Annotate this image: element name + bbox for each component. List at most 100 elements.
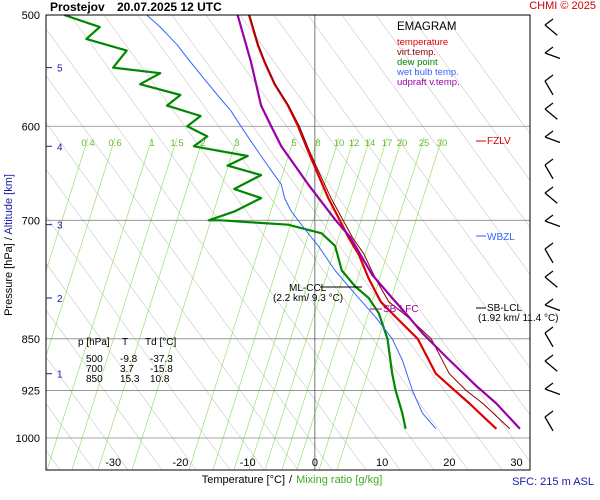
temp-tick-label: 30 xyxy=(510,457,522,469)
annotation-fzlv: FZLV xyxy=(487,136,511,147)
station-title: Prostejov xyxy=(50,0,105,14)
wind-barb-staff xyxy=(544,24,558,36)
mixing-ratio-line xyxy=(248,137,355,470)
wind-barb-staff xyxy=(544,52,561,60)
annotation-wbzl: WBZL xyxy=(487,232,515,243)
altitude-tick-label: 2 xyxy=(57,294,63,305)
wind-barb xyxy=(544,158,554,180)
dry-adiabat xyxy=(69,15,401,470)
legend-item-virt_temp: virt.temp. xyxy=(397,47,436,58)
dry-adiabat xyxy=(46,309,163,470)
series-temperature xyxy=(247,15,498,430)
temp-tick-label: -10 xyxy=(240,457,256,469)
dry-adiabat xyxy=(307,15,530,322)
dry-adiabat xyxy=(205,15,530,463)
wind-barb xyxy=(544,102,558,120)
chart-title: EMAGRAM xyxy=(397,21,456,33)
mixing-ratio-label: 17 xyxy=(382,138,393,149)
mixing-ratio-label: 8 xyxy=(315,138,320,149)
wind-barb xyxy=(544,74,554,96)
wind-barb-flag xyxy=(544,326,554,334)
wind-barb xyxy=(544,270,558,288)
wind-barb-staff xyxy=(544,332,554,348)
wind-barb-flag xyxy=(544,186,554,194)
pressure-tick-label: 1000 xyxy=(16,433,40,445)
altitude-tick-label: 1 xyxy=(57,370,63,381)
mixing-ratio-line xyxy=(281,137,388,470)
pressure-tick-label: 500 xyxy=(22,10,40,22)
wind-barb-staff xyxy=(544,360,558,372)
mixing-ratio-label: 12 xyxy=(349,138,360,149)
mixing-ratio-label: 1.5 xyxy=(170,138,183,149)
table-cell: 850 xyxy=(86,374,103,385)
table-header: p [hPa] xyxy=(78,337,110,348)
dry-adiabat xyxy=(46,356,129,470)
wind-barb-flag xyxy=(544,270,554,278)
wind-barb-staff xyxy=(544,136,561,144)
x-label-mix: Mixing ratio [g/kg] xyxy=(296,474,382,486)
mixing-ratio-line xyxy=(233,137,340,470)
table-header: T xyxy=(122,337,128,348)
annotation-ml-ccl: ML-CCL xyxy=(289,283,327,294)
dry-adiabat xyxy=(46,215,231,470)
wind-barb-staff xyxy=(544,80,554,96)
wind-barb xyxy=(544,298,561,312)
wind-barb-staff xyxy=(544,276,558,288)
wind-barb-flag xyxy=(544,102,554,110)
mixing-ratio-line xyxy=(46,137,153,470)
wind-barb xyxy=(544,242,554,264)
table-cell: 500 xyxy=(86,354,103,365)
dry-adiabat xyxy=(46,28,367,470)
pressure-tick-label: 925 xyxy=(22,385,40,397)
annotation-sb-lcl: SB-LCL xyxy=(487,303,522,314)
series-virt_temp xyxy=(249,15,511,430)
dry-adiabat xyxy=(46,75,333,470)
series-dew_point xyxy=(63,15,407,430)
wind-barb-staff xyxy=(544,220,561,228)
wind-barb-flag xyxy=(544,74,554,82)
mixing-ratio-label: 0.4 xyxy=(81,138,94,149)
wind-barb-flag xyxy=(544,130,554,138)
annotation-sb-lfc: SB-LFC xyxy=(383,304,419,315)
annotation--2-2-km-9-3-c-: (2.2 km/ 9.3 °C) xyxy=(273,293,343,304)
x-axis-label: Temperature [°C] / Mixing ratio [g/kg] xyxy=(202,474,383,486)
mixing-ratio-line xyxy=(71,137,178,470)
wind-barb-flag xyxy=(544,354,554,362)
mixing-ratio-label: 20 xyxy=(397,138,408,149)
wind-barb-flag xyxy=(544,18,554,26)
temp-tick-label: 0 xyxy=(312,457,318,469)
pressure-tick-label: 700 xyxy=(22,215,40,227)
plot-frame xyxy=(45,14,531,471)
wind-barb xyxy=(544,326,554,348)
credit-text: CHMI © 2025 xyxy=(529,0,596,12)
dry-adiabat xyxy=(443,15,530,135)
table-cell: 700 xyxy=(86,364,103,375)
wind-barb-staff xyxy=(544,108,558,120)
altitude-tick-label: 4 xyxy=(57,142,63,153)
table-cell: 3.7 xyxy=(120,364,134,375)
mixing-ratio-line xyxy=(97,137,204,470)
wind-barb-flag xyxy=(544,158,554,166)
wind-barb-flag xyxy=(544,242,554,250)
pressure-tick-label: 600 xyxy=(22,121,40,133)
series-updraft xyxy=(236,15,521,430)
wind-barb xyxy=(544,410,554,432)
legend-item-wet_bulb: wet bulb temp. xyxy=(396,67,459,78)
mixing-ratio-line xyxy=(264,137,371,470)
wind-barb xyxy=(544,186,558,204)
mixing-ratio-line xyxy=(336,137,443,470)
wind-barb-staff xyxy=(544,388,561,396)
temp-tick-label: 20 xyxy=(443,457,455,469)
wind-barb xyxy=(544,382,561,396)
wind-barb xyxy=(544,130,561,144)
wind-barb-flag xyxy=(544,410,554,418)
mixing-ratio-label: 30 xyxy=(437,138,448,149)
mixing-ratio-label: 10 xyxy=(334,138,345,149)
mixing-ratio-line xyxy=(46,137,89,272)
mixing-ratio-label: 25 xyxy=(419,138,430,149)
y-axis-label: Pressure [hPa] / Altitude [km] xyxy=(3,174,15,316)
mixing-ratio-label: 3 xyxy=(234,138,239,149)
dry-adiabat xyxy=(137,15,469,470)
wind-barb-flag xyxy=(544,382,554,390)
temp-tick-label: -30 xyxy=(105,457,121,469)
